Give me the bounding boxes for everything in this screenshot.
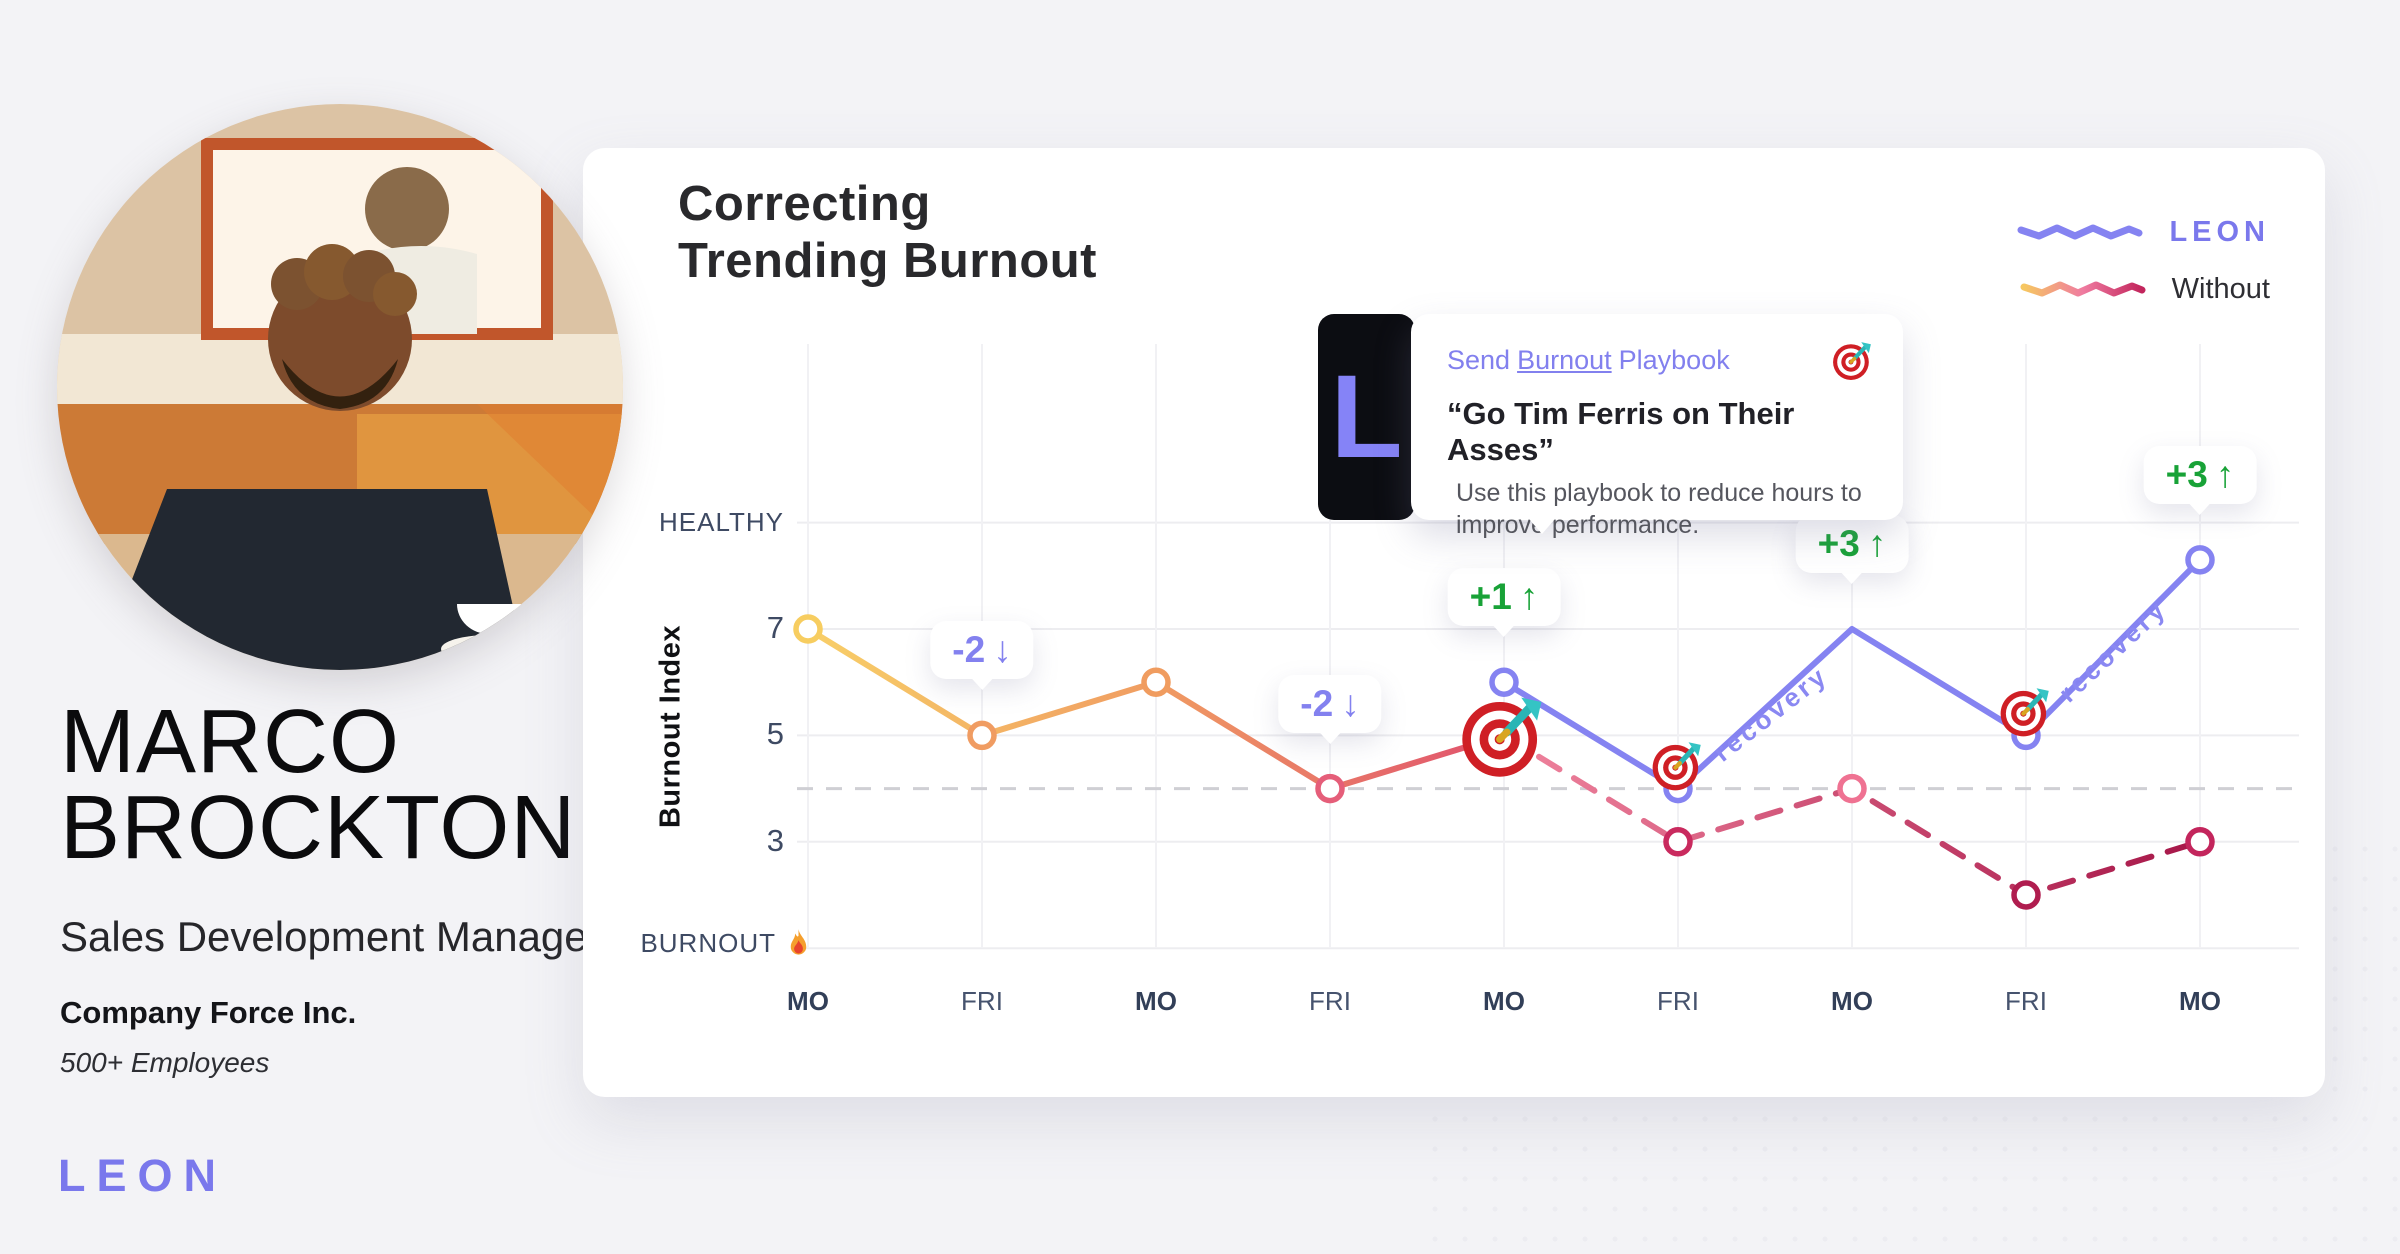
x-axis-tick: FRI bbox=[961, 986, 1003, 1016]
y-axis-tick: 5 bbox=[766, 716, 784, 752]
data-point bbox=[1315, 773, 1345, 804]
profile-info: MARCO BROCKTON Sales Development Manager… bbox=[60, 692, 602, 1079]
recovery-label: recovery bbox=[1707, 659, 1834, 768]
company-size: 500+ Employees bbox=[60, 1047, 270, 1078]
x-axis-tick: FRI bbox=[2005, 986, 2047, 1016]
playbook-quote: “Go Tim Ferris on Their Asses” bbox=[1447, 396, 1795, 467]
data-point bbox=[967, 720, 997, 751]
without-line-swatch-icon bbox=[2020, 281, 2146, 297]
profile-photo-illustration bbox=[57, 104, 623, 670]
data-point bbox=[1489, 667, 1519, 697]
popup-header-prefix: Send bbox=[1447, 344, 1511, 375]
x-axis-tick: FRI bbox=[1309, 986, 1351, 1016]
data-point bbox=[1663, 827, 1693, 857]
series-leon bbox=[1501, 556, 2203, 792]
legend-label-leon: LEON bbox=[2169, 215, 2270, 248]
target-dart-icon bbox=[1458, 689, 1550, 786]
data-point bbox=[793, 614, 823, 644]
y-axis-title: Burnout Index bbox=[654, 624, 687, 829]
flame-icon bbox=[785, 928, 812, 959]
chart-overlay: HEALTHY 7 5 3 BURNOUT MO FRI MO FRI MO FRI MO FRI MO -… bbox=[583, 148, 2325, 1097]
y-axis-healthy-label: HEALTHY bbox=[659, 506, 784, 537]
chart-title-line1: Correcting bbox=[678, 177, 931, 231]
delta-annotation: +3 ↑ bbox=[2143, 445, 2257, 504]
y-axis-tick: 3 bbox=[766, 822, 784, 858]
x-axis-tick: FRI bbox=[1657, 986, 1699, 1016]
playbook-description: Use this playbook to reduce hours to imp… bbox=[1456, 479, 1862, 539]
x-axis-tick: MO bbox=[1831, 986, 1873, 1016]
target-dart-icon bbox=[1998, 683, 2054, 744]
delta-annotation: +1 ↑ bbox=[1447, 568, 1561, 627]
recovery-label: recovery bbox=[2052, 593, 2173, 709]
y-axis-burnout-label: BURNOUT bbox=[583, 928, 812, 959]
legend-row-without: Without bbox=[2017, 267, 2270, 311]
playbook-popup-header: Send Burnout Playbook bbox=[1447, 338, 1875, 382]
x-axis-tick: MO bbox=[787, 986, 829, 1016]
person-company: Company Force Inc. bbox=[60, 995, 357, 1030]
playbook-popup: L Send Burnout Playbook “Go Tim Ferris o… bbox=[1318, 314, 1903, 539]
leon-logo-wordmark: LEON bbox=[58, 1150, 228, 1201]
x-axis-tick: MO bbox=[2179, 986, 2221, 1016]
delta-annotation: -2 ↓ bbox=[930, 621, 1034, 680]
legend-row-leon: LEON bbox=[2017, 210, 2270, 254]
delta-annotation: +3 ↑ bbox=[1795, 515, 1909, 573]
data-point bbox=[2185, 827, 2215, 857]
profile-photo bbox=[57, 104, 623, 670]
person-role: Sales Development Manager bbox=[60, 913, 602, 960]
person-last-name: BROCKTON bbox=[60, 777, 577, 878]
data-point bbox=[2011, 880, 2041, 910]
chart-title-line2: Trending Burnout bbox=[678, 233, 1097, 288]
person-first-name: MARCO bbox=[60, 692, 400, 792]
leon-logo-tile: L bbox=[1318, 314, 1415, 520]
playbook-popup-body: Send Burnout Playbook “Go Tim Ferris on … bbox=[1411, 314, 1903, 539]
data-point bbox=[2185, 545, 2215, 575]
data-point bbox=[1837, 773, 1867, 804]
leon-line-swatch-icon bbox=[2017, 224, 2143, 240]
data-point bbox=[1141, 667, 1171, 697]
chart-legend: LEON Without bbox=[2017, 210, 2270, 311]
target-dart-icon bbox=[1650, 737, 1706, 798]
burnout-playbook-link[interactable]: Burnout bbox=[1517, 344, 1612, 375]
target-dart-icon bbox=[1831, 338, 1875, 382]
legend-label-without: Without bbox=[2171, 272, 2270, 305]
popup-header-suffix: Playbook bbox=[1618, 344, 1730, 375]
chart-card: Correcting Trending Burnout LEON Without… bbox=[583, 148, 2325, 1097]
x-axis-tick: MO bbox=[1135, 986, 1177, 1016]
x-axis-tick: MO bbox=[1483, 986, 1525, 1016]
delta-annotation: -2 ↓ bbox=[1278, 674, 1382, 733]
y-axis-tick: 7 bbox=[766, 610, 784, 645]
chart-title: Correcting Trending Burnout bbox=[678, 176, 1097, 290]
